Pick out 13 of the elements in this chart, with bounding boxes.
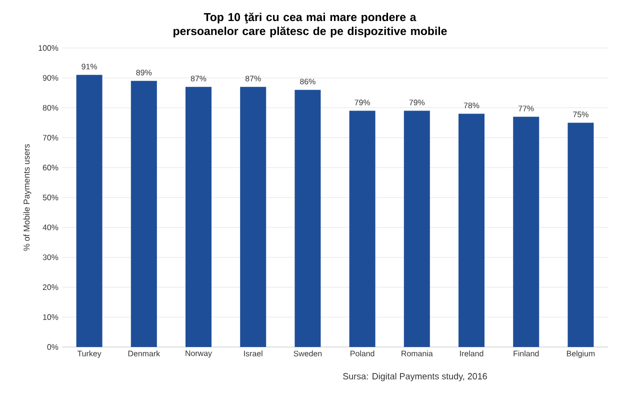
bar — [458, 114, 485, 347]
y-axis-title: % of Mobile Payments users — [23, 144, 32, 251]
bar — [404, 110, 430, 347]
bar — [240, 86, 266, 347]
bar — [568, 122, 594, 347]
bar — [513, 116, 540, 347]
text: Sursa: Digital Payments study, 2016 — [343, 372, 487, 382]
bar — [76, 74, 102, 347]
bar — [349, 110, 376, 347]
bar — [186, 86, 212, 347]
chart-title: Top 10 ţări cu cea mai mare pondere a persoanelor care plătesc de pe dispozitive mobile — [174, 12, 447, 38]
bar — [294, 90, 321, 347]
bar — [130, 80, 157, 347]
